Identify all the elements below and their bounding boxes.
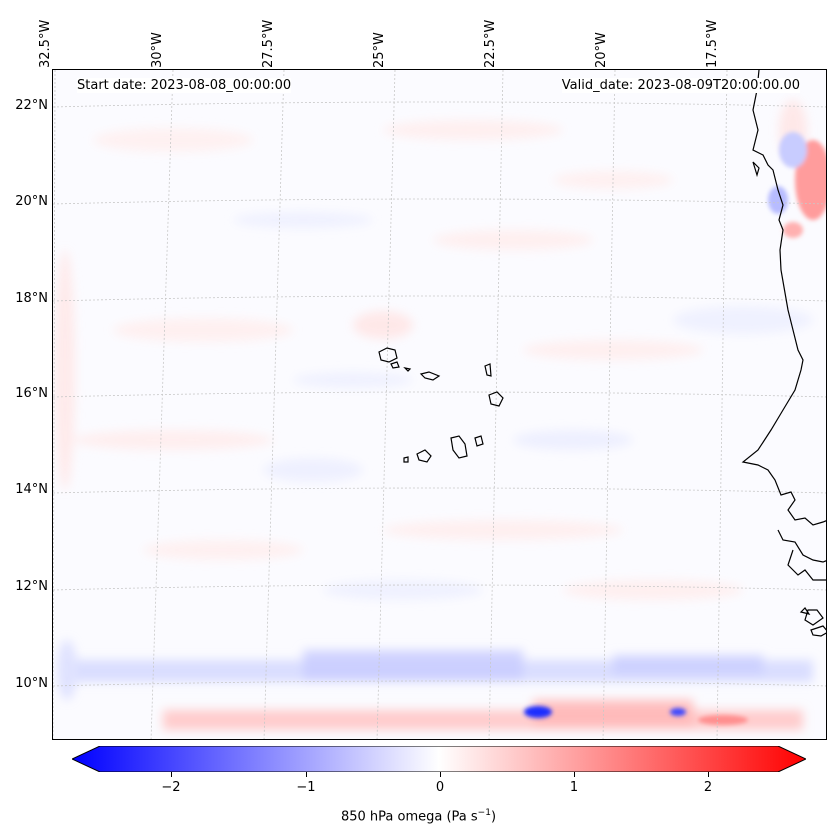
lat-label: 18°N bbox=[15, 291, 48, 306]
lon-label: 27.5°W bbox=[261, 19, 276, 68]
lat-label: 10°N bbox=[15, 676, 48, 691]
graticule bbox=[53, 70, 826, 739]
colorbar-tick: −1 bbox=[296, 780, 316, 795]
start-date-label: Start date: 2023-08-08_00:00:00 bbox=[77, 78, 292, 93]
lat-label: 14°N bbox=[15, 482, 48, 497]
lon-label: 17.5°W bbox=[705, 19, 720, 68]
omega-field bbox=[53, 70, 826, 739]
colorbar-label: 850 hPa omega (Pa s−1) bbox=[340, 808, 497, 825]
cape-verde-islands bbox=[378, 347, 504, 463]
map-panel[interactable]: Start date: 2023-08-08_00:00:00 Valid_da… bbox=[52, 69, 827, 740]
colorbar-tickmark bbox=[440, 772, 441, 777]
lon-label: 32.5°W bbox=[38, 19, 53, 68]
lat-label: 20°N bbox=[15, 194, 48, 209]
colorbar-tick: −2 bbox=[161, 780, 181, 795]
valid-date-label: Valid_date: 2023-08-09T20:00:00.00 bbox=[561, 78, 800, 93]
lon-label: 25°W bbox=[372, 32, 387, 68]
colorbar bbox=[72, 746, 806, 772]
lon-label: 22.5°W bbox=[483, 19, 498, 68]
lon-label: 20°W bbox=[594, 32, 609, 68]
coastline bbox=[741, 70, 826, 526]
lat-label: 22°N bbox=[15, 98, 48, 113]
colorbar-tickmark bbox=[708, 772, 709, 777]
colorbar-tickmark bbox=[306, 772, 307, 777]
colorbar-tick: 0 bbox=[435, 780, 445, 795]
colorbar-tickmark bbox=[171, 772, 172, 777]
colorbar-tickmark bbox=[574, 772, 575, 777]
lat-label: 16°N bbox=[15, 386, 48, 401]
lat-label: 12°N bbox=[15, 579, 48, 594]
lon-label: 30°W bbox=[150, 32, 165, 68]
colorbar-tick: 2 bbox=[703, 780, 713, 795]
colorbar-tick: 1 bbox=[569, 780, 579, 795]
